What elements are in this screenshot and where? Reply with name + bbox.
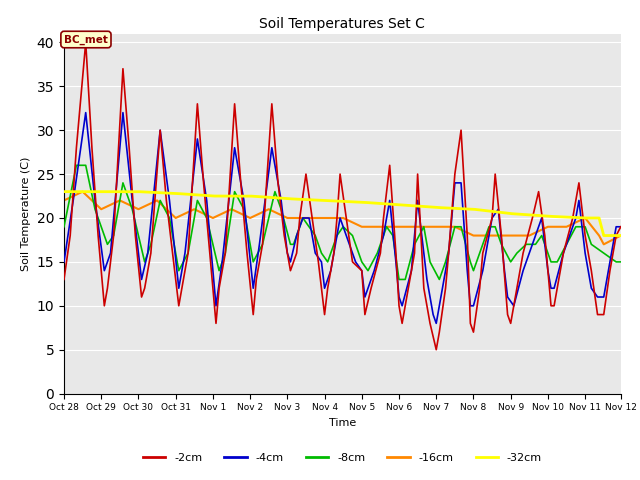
-4cm [130, 211, 138, 216]
-32cm [600, 233, 607, 239]
-32cm [303, 197, 311, 203]
Y-axis label: Soil Temperature (C): Soil Temperature (C) [21, 156, 31, 271]
-16cm [246, 215, 254, 221]
-2cm [82, 39, 90, 45]
-4cm [433, 321, 440, 326]
Line: -32cm: -32cm [64, 192, 621, 236]
-16cm [228, 206, 236, 212]
-4cm [255, 241, 263, 247]
Title: Soil Temperatures Set C: Soil Temperatures Set C [259, 17, 426, 31]
-2cm [246, 281, 254, 287]
-2cm [433, 347, 440, 353]
Line: -4cm: -4cm [64, 113, 621, 324]
-32cm [244, 193, 252, 199]
-8cm [305, 224, 313, 229]
Line: -2cm: -2cm [64, 42, 621, 350]
-8cm [246, 241, 254, 247]
-32cm [60, 189, 68, 194]
-4cm [617, 224, 625, 229]
-16cm [79, 189, 86, 194]
-32cm [617, 233, 625, 239]
-8cm [255, 247, 263, 253]
-32cm [254, 194, 262, 200]
-8cm [589, 242, 596, 248]
-32cm [226, 193, 234, 199]
-4cm [246, 256, 254, 262]
-16cm [255, 211, 263, 216]
-16cm [305, 215, 313, 221]
-2cm [60, 276, 68, 282]
X-axis label: Time: Time [329, 418, 356, 428]
-32cm [586, 215, 594, 221]
-16cm [130, 204, 138, 210]
-32cm [129, 189, 136, 194]
-16cm [600, 241, 607, 247]
-8cm [617, 259, 625, 265]
-4cm [228, 173, 236, 179]
-16cm [617, 233, 625, 239]
-2cm [305, 193, 313, 199]
-8cm [130, 213, 138, 219]
Line: -16cm: -16cm [64, 192, 621, 244]
-8cm [60, 224, 68, 229]
-2cm [617, 224, 625, 229]
-4cm [82, 110, 90, 116]
-8cm [228, 209, 236, 215]
-2cm [228, 151, 236, 156]
-16cm [588, 223, 595, 228]
-4cm [589, 288, 596, 293]
-2cm [255, 259, 263, 265]
Text: BC_met: BC_met [64, 35, 108, 45]
-2cm [130, 211, 138, 216]
-8cm [395, 276, 403, 282]
Legend: -2cm, -4cm, -8cm, -16cm, -32cm: -2cm, -4cm, -8cm, -16cm, -32cm [138, 448, 547, 467]
-16cm [60, 198, 68, 204]
-4cm [60, 259, 68, 265]
-2cm [589, 279, 596, 285]
-8cm [72, 162, 80, 168]
Line: -8cm: -8cm [64, 165, 621, 279]
-4cm [305, 215, 313, 221]
